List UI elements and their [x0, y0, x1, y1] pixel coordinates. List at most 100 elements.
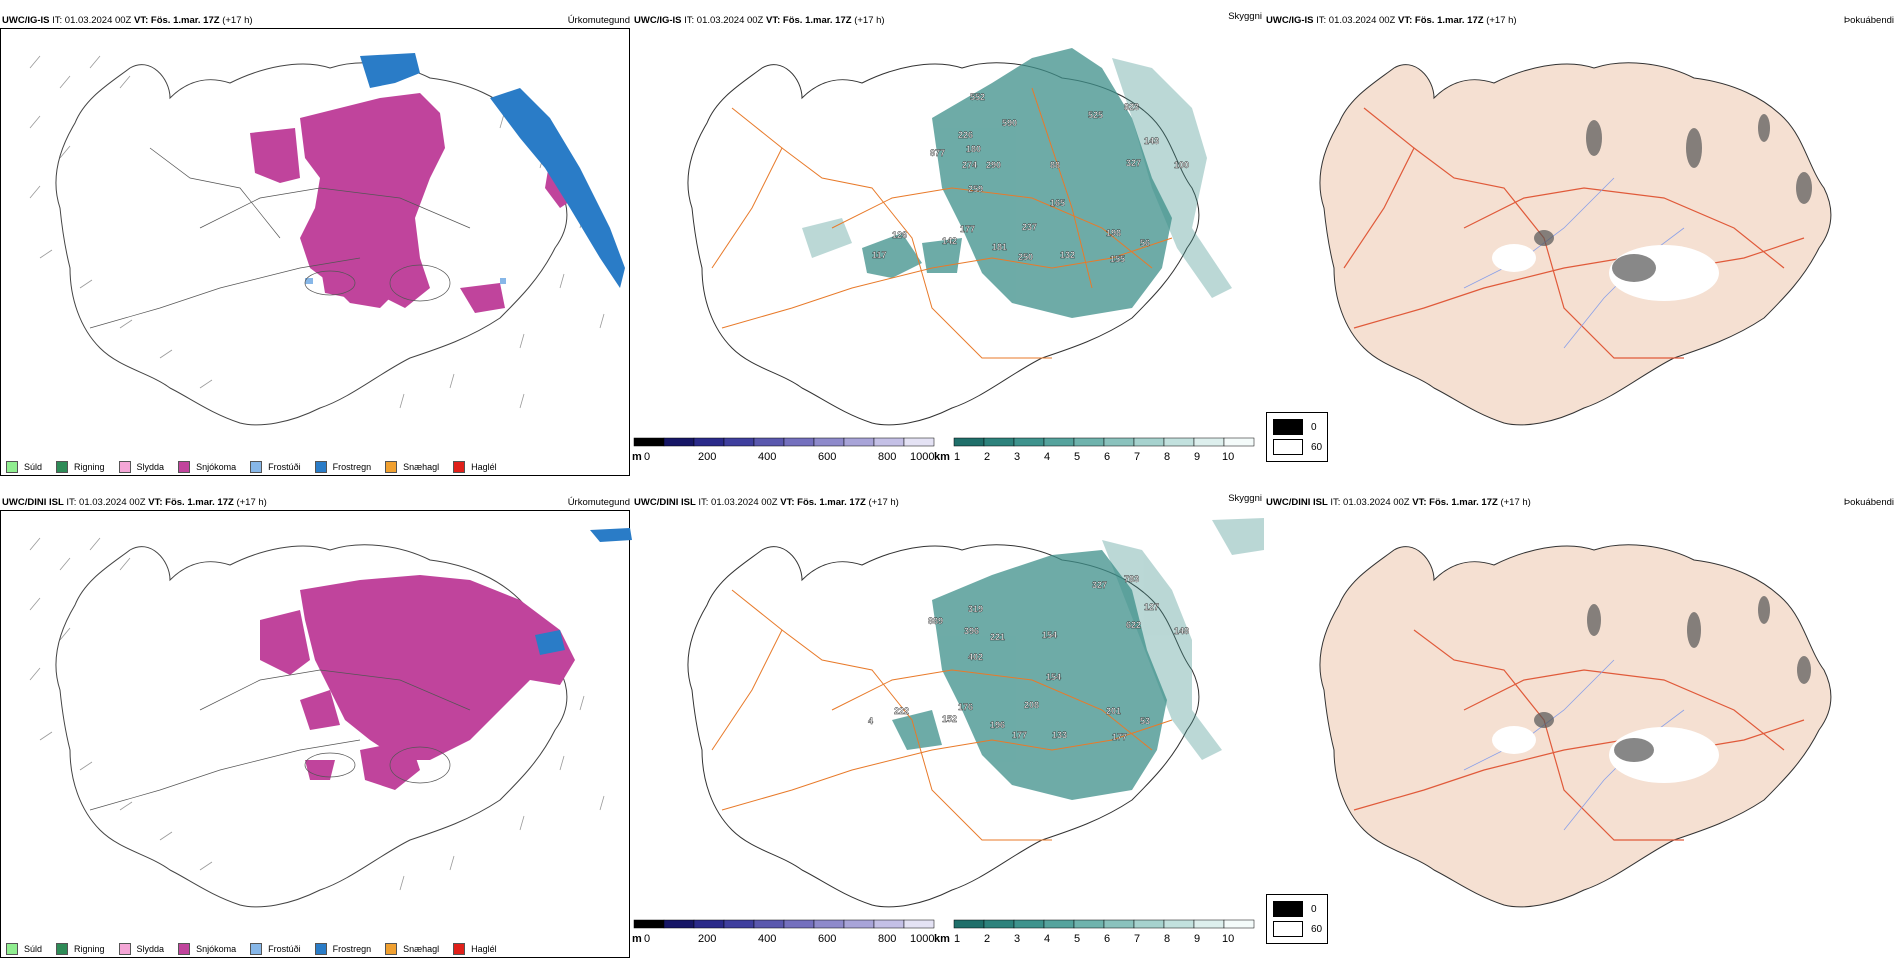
svg-text:290: 290: [986, 160, 1001, 170]
svg-text:196: 196: [990, 720, 1005, 730]
legend-item: Frostúði: [250, 943, 301, 955]
lead-time: (+17 h): [868, 497, 899, 508]
init-time: IT: 01.03.2024 00Z: [698, 497, 778, 508]
legend-swatch: [56, 943, 69, 955]
legend-label: Súld: [24, 944, 43, 954]
legend-item: Snjókoma: [178, 943, 236, 955]
legend-swatch: [178, 943, 191, 955]
precip-map: [29, 528, 632, 908]
legend-swatch: [385, 943, 398, 955]
svg-text:7: 7: [1134, 933, 1140, 945]
svg-text:8: 8: [1164, 933, 1170, 945]
legend-label: Slydda: [136, 944, 165, 954]
colorbars: m 0 200 400 600 800 1000 km 1 2 3 4 5 6 …: [632, 436, 1264, 466]
road-network: [711, 87, 1173, 359]
svg-text:327: 327: [1092, 580, 1107, 590]
svg-text:1: 1: [954, 933, 960, 945]
legend-item: Súld: [6, 461, 42, 473]
legend-swatch: [56, 461, 69, 473]
legend-item: Snjókoma: [178, 461, 236, 473]
svg-text:5: 5: [1074, 933, 1080, 945]
legend-item: Rigning: [56, 461, 105, 473]
init-time: IT: 01.03.2024 00Z: [52, 15, 132, 26]
legend-item: Rigning: [56, 943, 105, 955]
svg-text:3: 3: [1014, 933, 1020, 945]
legend-swatch: [453, 943, 466, 955]
legend-swatch: [1273, 901, 1303, 917]
svg-text:4: 4: [1044, 451, 1050, 463]
fog-panel-bottom: UWC/DINI ISL IT: 01.03.2024 00Z VT: Fös.…: [1264, 496, 1896, 961]
svg-text:237: 237: [1022, 222, 1037, 232]
svg-text:800: 800: [878, 451, 896, 463]
legend-label: 0: [1311, 903, 1317, 915]
snow-area: [250, 93, 575, 313]
svg-text:180: 180: [966, 144, 981, 154]
svg-text:88: 88: [1050, 160, 1060, 170]
svg-text:3: 3: [1014, 451, 1020, 463]
svg-text:m: m: [632, 451, 642, 463]
precip-type-legend: Súld Rigning Slydda Snjókoma Frostúði Fr…: [6, 461, 497, 473]
legend-swatch: [385, 461, 398, 473]
legend-label: Slydda: [136, 462, 165, 472]
init-time: IT: 01.03.2024 00Z: [1330, 497, 1410, 508]
legend-label: Snæhagl: [403, 944, 440, 954]
legend-label: 0: [1311, 421, 1317, 433]
svg-text:877: 877: [930, 148, 945, 158]
legend-label: Haglél: [471, 462, 497, 472]
svg-text:274: 274: [962, 160, 977, 170]
legend-item: Frostregn: [314, 943, 371, 955]
svg-text:132: 132: [1060, 250, 1075, 260]
svg-text:154: 154: [1042, 630, 1057, 640]
svg-text:600: 600: [818, 451, 836, 463]
fog-panel-top: UWC/IG-IS IT: 01.03.2024 00Z VT: Fös. 1.…: [1264, 14, 1896, 479]
legend-label: Rigning: [74, 944, 105, 954]
svg-text:165: 165: [1050, 198, 1065, 208]
svg-text:117: 117: [872, 250, 887, 260]
svg-text:6: 6: [1104, 451, 1110, 463]
svg-text:143: 143: [1144, 136, 1159, 146]
svg-text:4: 4: [868, 716, 873, 726]
valid-time: VT: Fös. 1.mar. 17Z: [148, 497, 234, 508]
svg-text:km: km: [934, 933, 950, 945]
svg-text:6: 6: [1104, 933, 1110, 945]
legend-swatch: [1273, 419, 1303, 435]
svg-text:177: 177: [960, 224, 975, 234]
panel-header: UWC/IG-IS IT: 01.03.2024 00Z VT: Fös. 1.…: [634, 11, 1262, 28]
svg-text:176: 176: [958, 702, 973, 712]
model-source: UWC/DINI ISL: [634, 497, 696, 508]
svg-text:133: 133: [1052, 730, 1067, 740]
svg-text:600: 600: [818, 933, 836, 945]
svg-text:525: 525: [1088, 110, 1103, 120]
panel-header: UWC/IG-IS IT: 01.03.2024 00Z VT: Fös. 1.…: [2, 14, 630, 28]
svg-text:127: 127: [1144, 602, 1159, 612]
svg-text:km: km: [934, 451, 950, 463]
init-time: IT: 01.03.2024 00Z: [1316, 15, 1396, 26]
svg-text:402: 402: [968, 652, 983, 662]
valid-time: VT: Fös. 1.mar. 17Z: [780, 497, 866, 508]
init-time: IT: 01.03.2024 00Z: [684, 15, 764, 26]
visibility-panel-bottom: UWC/DINI ISL IT: 01.03.2024 00Z VT: Fös.…: [632, 493, 1264, 961]
svg-text:1000: 1000: [910, 451, 934, 463]
svg-text:201: 201: [1106, 706, 1121, 716]
visibility-map: 327 783 127 622 319 889 396 221 402 154 …: [687, 518, 1264, 908]
svg-text:226: 226: [958, 130, 973, 140]
precip-map: [29, 53, 625, 426]
ceiling-labels: 552 590 226 180 877 274 290 259 525 823 …: [872, 92, 1189, 264]
precip-map-frame: [0, 510, 630, 958]
legend-label: Haglél: [471, 944, 497, 954]
legend-label: Snjókoma: [196, 462, 237, 472]
field-name: Skyggni: [1228, 11, 1262, 22]
svg-text:10: 10: [1222, 933, 1234, 945]
visibility-map: 552 590 226 180 877 274 290 259 525 823 …: [687, 48, 1232, 426]
panel-header: UWC/IG-IS IT: 01.03.2024 00Z VT: Fös. 1.…: [1266, 14, 1894, 28]
init-time: IT: 01.03.2024 00Z: [66, 497, 146, 508]
svg-text:5: 5: [1074, 451, 1080, 463]
svg-text:m: m: [632, 933, 642, 945]
legend-swatch: [314, 943, 327, 955]
legend-label: Rigning: [74, 462, 105, 472]
legend-swatch: [178, 461, 191, 473]
legend-label: Snæhagl: [403, 462, 440, 472]
svg-text:783: 783: [1124, 574, 1139, 584]
svg-text:208: 208: [1024, 700, 1039, 710]
snow-area: [260, 575, 575, 790]
